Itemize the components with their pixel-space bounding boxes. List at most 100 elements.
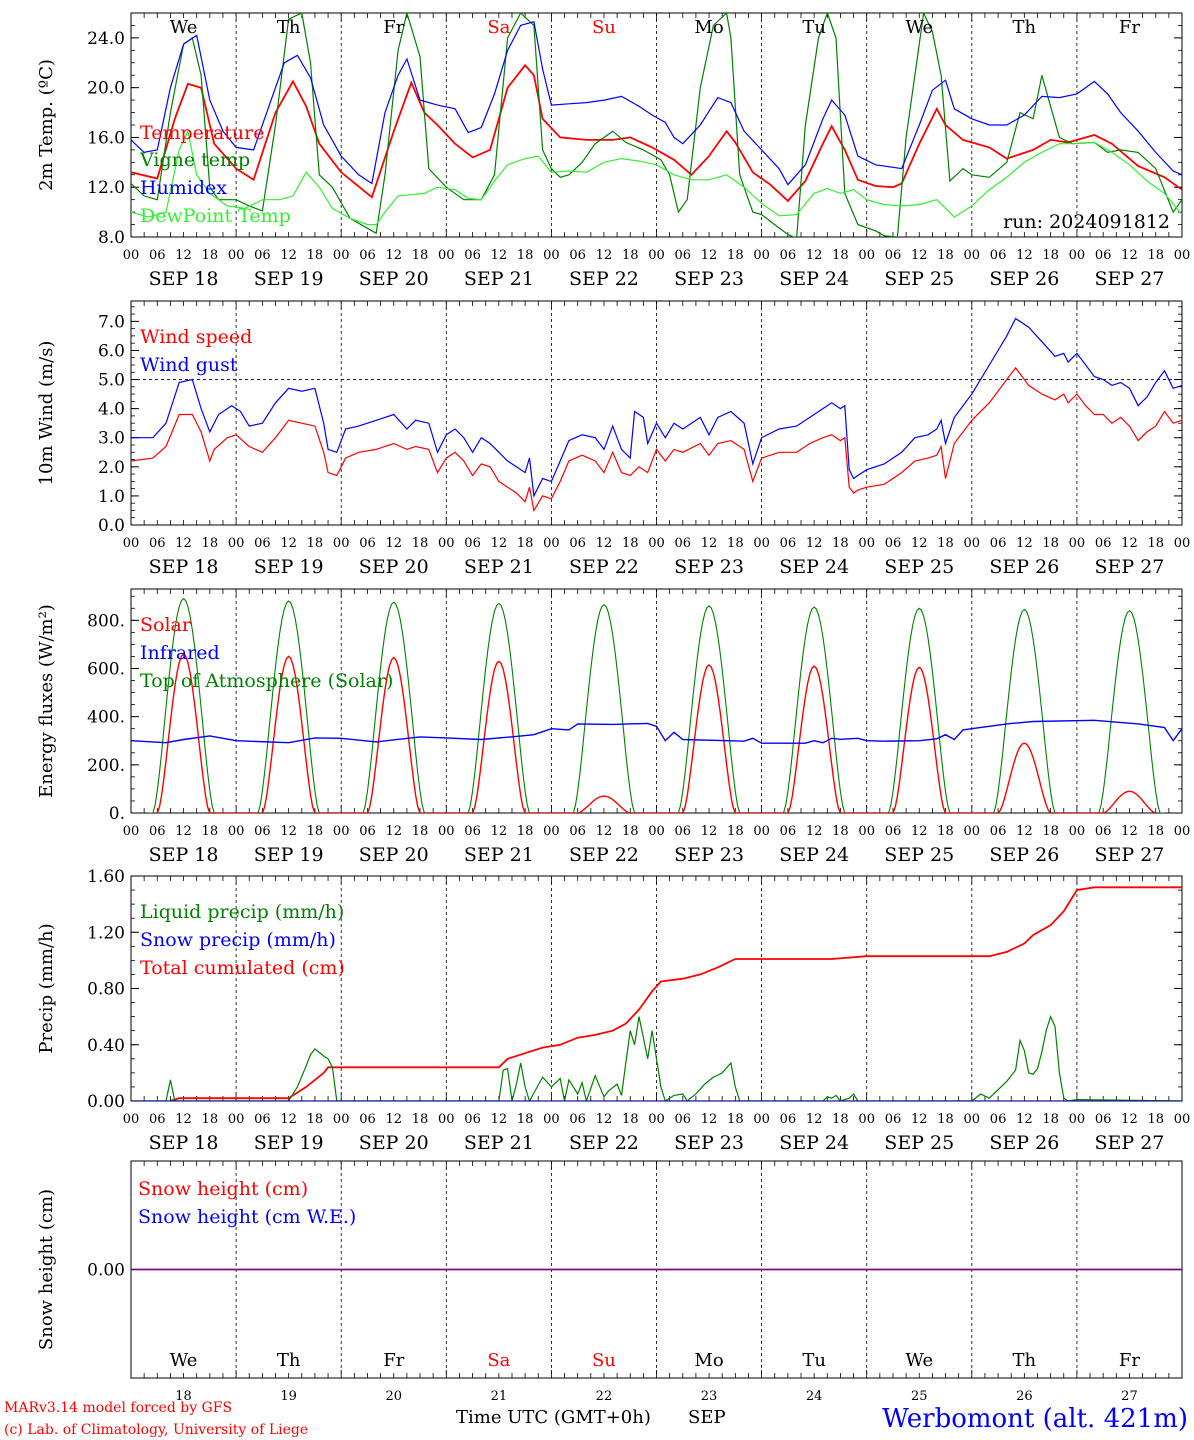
- day-number: 26: [1016, 1389, 1033, 1404]
- hour-label: 00: [438, 536, 455, 551]
- hour-label: 18: [1042, 1112, 1059, 1127]
- hour-label: 06: [359, 1112, 376, 1127]
- series-wind-gust: [131, 317, 1182, 498]
- top-day-label: Mo: [694, 17, 723, 38]
- model-credit: MARv3.14 model forced by GFS: [4, 1400, 232, 1416]
- hour-label: 12: [1016, 248, 1033, 263]
- bottom-day-label: Sa: [487, 1350, 510, 1371]
- hour-label: 18: [832, 536, 849, 551]
- hour-label: 12: [491, 1112, 508, 1127]
- hour-label: 12: [596, 824, 613, 839]
- hour-label: 18: [622, 1112, 639, 1127]
- hour-label: 06: [254, 536, 271, 551]
- hour-label: 18: [307, 536, 324, 551]
- y-axis-label: Precip (mm/h): [36, 923, 57, 1053]
- series-group: [131, 886, 1182, 1101]
- hour-label: 00: [543, 536, 560, 551]
- day-number: 24: [806, 1389, 823, 1404]
- y-tick-label: 0.0: [98, 516, 125, 536]
- series-humidex: [131, 20, 1182, 186]
- top-day-label: We: [905, 17, 933, 38]
- y-axis-label: 2m Temp. (ºC): [36, 59, 57, 191]
- legend-item: Temperature: [140, 122, 264, 144]
- hour-label: 00: [333, 824, 350, 839]
- y-tick-label: 5.0: [98, 371, 125, 391]
- hour-label: 12: [911, 824, 928, 839]
- hour-label: 06: [149, 1112, 166, 1127]
- y-tick-label: 0.: [109, 804, 125, 824]
- hour-label: 18: [202, 536, 219, 551]
- hour-label: 12: [806, 536, 823, 551]
- hour-label: 18: [517, 824, 534, 839]
- hour-label: 18: [202, 824, 219, 839]
- hour-label: 12: [1121, 824, 1138, 839]
- hour-label: 06: [675, 248, 692, 263]
- y-tick-label: 24.0: [87, 29, 125, 49]
- hour-label: 12: [701, 536, 718, 551]
- hour-label: 06: [675, 1112, 692, 1127]
- legend-item: Top of Atmosphere (Solar): [140, 670, 393, 692]
- hour-label: 06: [569, 248, 586, 263]
- hour-label: 18: [517, 536, 534, 551]
- hour-label: 12: [175, 1112, 192, 1127]
- hour-label: 00: [964, 248, 981, 263]
- panel-3: 0. 200. 400. 600. 800. Energy fluxes (W/m²) So…: [36, 588, 1190, 866]
- day-number: 23: [701, 1389, 718, 1404]
- top-day-label: We: [170, 17, 198, 38]
- hour-label: 12: [491, 824, 508, 839]
- y-tick-label: 0.00: [87, 1092, 125, 1112]
- hour-label: 18: [622, 536, 639, 551]
- y-axis-label: Energy fluxes (W/m²): [36, 604, 57, 798]
- panel-1: 8.0 12.0 16.0 20.0 24.0 2m Temp. (ºC) Temperat…: [36, 12, 1190, 290]
- hour-label: 06: [675, 536, 692, 551]
- hour-label: 06: [359, 536, 376, 551]
- hour-label: 18: [832, 248, 849, 263]
- date-label: SEP 18: [149, 556, 219, 578]
- hour-label: 06: [885, 1112, 902, 1127]
- top-day-label: Sa: [487, 17, 510, 38]
- series-vigne-temp: [131, 13, 1182, 237]
- date-label: SEP 24: [779, 556, 849, 578]
- hour-label: 18: [937, 824, 954, 839]
- date-label: SEP 21: [464, 268, 534, 290]
- date-label: SEP 23: [674, 268, 744, 290]
- day-number: 25: [911, 1389, 928, 1404]
- date-label: SEP 19: [254, 556, 324, 578]
- hour-label: 00: [228, 248, 245, 263]
- hour-label: 06: [149, 824, 166, 839]
- hour-label: 00: [333, 248, 350, 263]
- hour-label: 00: [1174, 536, 1191, 551]
- hour-label: 18: [937, 536, 954, 551]
- hour-label: 12: [806, 1112, 823, 1127]
- date-label: SEP 25: [884, 844, 954, 866]
- date-label: SEP 19: [254, 1132, 324, 1154]
- date-label: SEP 18: [149, 268, 219, 290]
- legend-item: Infrared: [140, 642, 220, 664]
- top-day-label: Fr: [1119, 17, 1140, 38]
- hour-label: 06: [464, 824, 481, 839]
- date-label: SEP 22: [569, 556, 639, 578]
- hour-label: 06: [885, 248, 902, 263]
- hour-label: 18: [1042, 536, 1059, 551]
- date-label: SEP 20: [359, 1132, 429, 1154]
- bottom-day-label: We: [170, 1350, 198, 1371]
- hour-label: 00: [333, 536, 350, 551]
- legend-item: Total cumulated (cm): [140, 957, 345, 979]
- bottom-day-label: Th: [277, 1350, 301, 1371]
- day-number: 18: [175, 1389, 192, 1404]
- hour-label: 12: [1016, 824, 1033, 839]
- top-day-label: Fr: [383, 17, 404, 38]
- hour-label: 06: [1095, 536, 1112, 551]
- hour-label: 12: [596, 1112, 613, 1127]
- station-name: Werbomont (alt. 421m): [882, 1404, 1188, 1434]
- hour-label: 06: [990, 536, 1007, 551]
- series-top-of-atmosphere: [148, 597, 1165, 813]
- date-label: SEP 21: [464, 1132, 534, 1154]
- date-label: SEP 18: [149, 1132, 219, 1154]
- hour-label: 18: [1147, 1112, 1164, 1127]
- bottom-day-label: Su: [592, 1350, 616, 1371]
- date-label: SEP 19: [254, 844, 324, 866]
- hour-label: 18: [1042, 248, 1059, 263]
- hour-label: 12: [280, 1112, 297, 1127]
- panel-2: 0.0 1.0 2.0 3.0 4.0 5.0 6.0 7.0 10m Wind (m/s) Wi…: [36, 300, 1191, 578]
